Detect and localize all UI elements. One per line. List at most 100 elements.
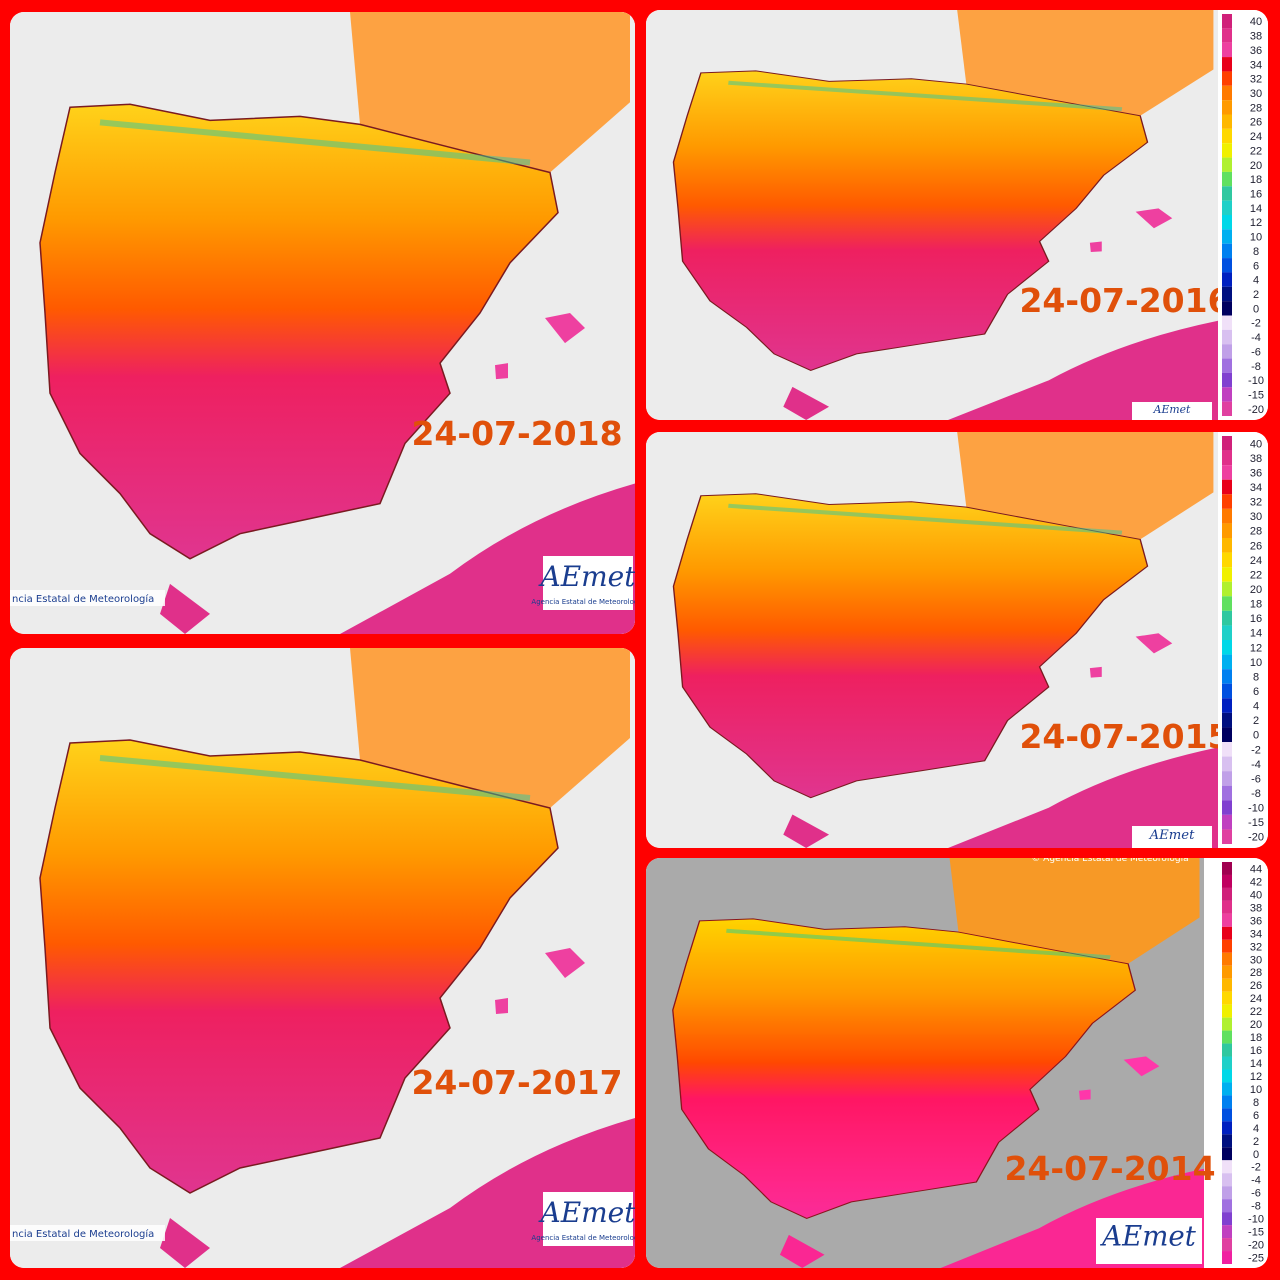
legend-label: 38 (1250, 453, 1262, 465)
legend-swatch (1222, 742, 1232, 757)
legend-label: 34 (1250, 59, 1262, 71)
legend-swatch (1222, 756, 1232, 772)
legend-label: -6 (1251, 773, 1261, 785)
legend-label: 16 (1250, 613, 1262, 625)
legend-label: 6 (1253, 1110, 1259, 1122)
date-label: 24-07-2017 (411, 1063, 622, 1102)
map-panel: 24-07-2015AEmet4038363432302826242220181… (646, 432, 1268, 848)
legend-label: -2 (1251, 318, 1261, 330)
legend-swatch (1222, 991, 1232, 1005)
map-panel: 24-07-2017 AEmet Agencia Estatal de Meteor… (10, 648, 636, 1268)
legend-swatch (1222, 229, 1232, 244)
legend-swatch (1222, 215, 1232, 230)
legend-label: -10 (1248, 1214, 1264, 1226)
legend-label: -4 (1251, 1175, 1261, 1187)
logo-caption: Agencia Estatal de Meteorología (531, 598, 644, 606)
legend-label: -10 (1248, 375, 1264, 387)
legend-label: 24 (1250, 131, 1262, 143)
legend-label: 16 (1250, 188, 1262, 200)
legend-label: 14 (1250, 1058, 1262, 1070)
legend-label: 32 (1250, 941, 1262, 953)
legend-label: 42 (1250, 876, 1262, 888)
legend-swatch (1222, 494, 1232, 509)
legend-label: 40 (1250, 889, 1262, 901)
legend-label: 8 (1253, 246, 1259, 258)
legend-swatch (1222, 344, 1232, 359)
legend-swatch (1222, 1108, 1232, 1122)
legend-swatch (1222, 14, 1232, 29)
legend-swatch (1222, 85, 1232, 101)
legend-swatch (1222, 1134, 1232, 1148)
legend-swatch (1222, 829, 1232, 844)
legend-swatch (1222, 315, 1232, 330)
legend-swatch (1222, 1017, 1232, 1031)
logo: AEmet (1153, 403, 1191, 416)
legend-swatch (1222, 862, 1232, 875)
legend-swatch (1222, 1004, 1232, 1018)
legend-label: -15 (1248, 389, 1264, 401)
legend-label: 12 (1250, 217, 1262, 229)
legend-label: 36 (1250, 915, 1262, 927)
legend-label: 36 (1250, 467, 1262, 479)
legend-swatch (1222, 57, 1232, 72)
legend-swatch (1222, 800, 1232, 815)
legend-label: 18 (1250, 1032, 1262, 1044)
legend-swatch (1222, 1173, 1232, 1187)
legend-swatch (1222, 1199, 1232, 1213)
legend-label: 2 (1253, 289, 1259, 301)
legend-label: -20 (1248, 832, 1264, 844)
legend-swatch (1222, 272, 1232, 287)
legend-label: 32 (1250, 497, 1262, 509)
legend-swatch (1222, 186, 1232, 201)
legend-swatch (1222, 654, 1232, 670)
legend-label: 12 (1250, 642, 1262, 654)
credit-bg (10, 1225, 165, 1241)
legend-label: 0 (1253, 303, 1259, 315)
legend-label: -2 (1251, 744, 1261, 756)
legend-label: 30 (1250, 954, 1262, 966)
logo-box (1096, 1218, 1202, 1264)
legend-swatch (1222, 387, 1232, 402)
legend-swatch (1222, 28, 1232, 43)
legend-swatch (1222, 1069, 1232, 1083)
legend-label: 12 (1250, 1071, 1262, 1083)
legend-swatch (1222, 683, 1232, 699)
legend-label: -10 (1248, 803, 1264, 815)
legend-swatch (1222, 939, 1232, 953)
logo: AEmet (537, 1196, 636, 1229)
logo-box (1132, 826, 1212, 848)
legend-swatch (1222, 171, 1232, 187)
legend-swatch (1222, 669, 1232, 684)
legend-swatch (1222, 567, 1232, 582)
legend-swatch (1222, 100, 1232, 115)
legend-swatch (1222, 1121, 1232, 1135)
legend-swatch (1222, 698, 1232, 713)
legend-label: 38 (1250, 31, 1262, 43)
date-label: 24-07-2015 (1019, 717, 1230, 756)
legend-label: 14 (1250, 203, 1262, 215)
legend-label: 4 (1253, 1123, 1259, 1135)
legend-label: 22 (1250, 1006, 1262, 1018)
legend-swatch (1222, 286, 1232, 302)
legend-swatch (1222, 114, 1232, 129)
legend-label: 20 (1250, 584, 1262, 596)
logo-box (543, 556, 633, 610)
legend-label: -8 (1251, 361, 1261, 373)
legend-label: 26 (1250, 980, 1262, 992)
legend-label: -15 (1248, 817, 1264, 829)
legend-swatch (1222, 610, 1232, 626)
legend-label: -25 (1248, 1253, 1264, 1265)
logo-box (543, 1192, 633, 1246)
legend-label: 24 (1250, 993, 1262, 1005)
legend-label: -6 (1251, 346, 1261, 358)
legend-swatch (1222, 640, 1232, 655)
legend-swatch (1222, 401, 1232, 416)
legend-swatch (1222, 1030, 1232, 1044)
legend-swatch (1222, 436, 1232, 451)
legend-swatch (1222, 358, 1232, 373)
legend-label: -20 (1248, 1240, 1264, 1252)
legend-label: -4 (1251, 332, 1261, 344)
legend-label: -20 (1248, 404, 1264, 416)
legend-swatch (1222, 372, 1232, 388)
